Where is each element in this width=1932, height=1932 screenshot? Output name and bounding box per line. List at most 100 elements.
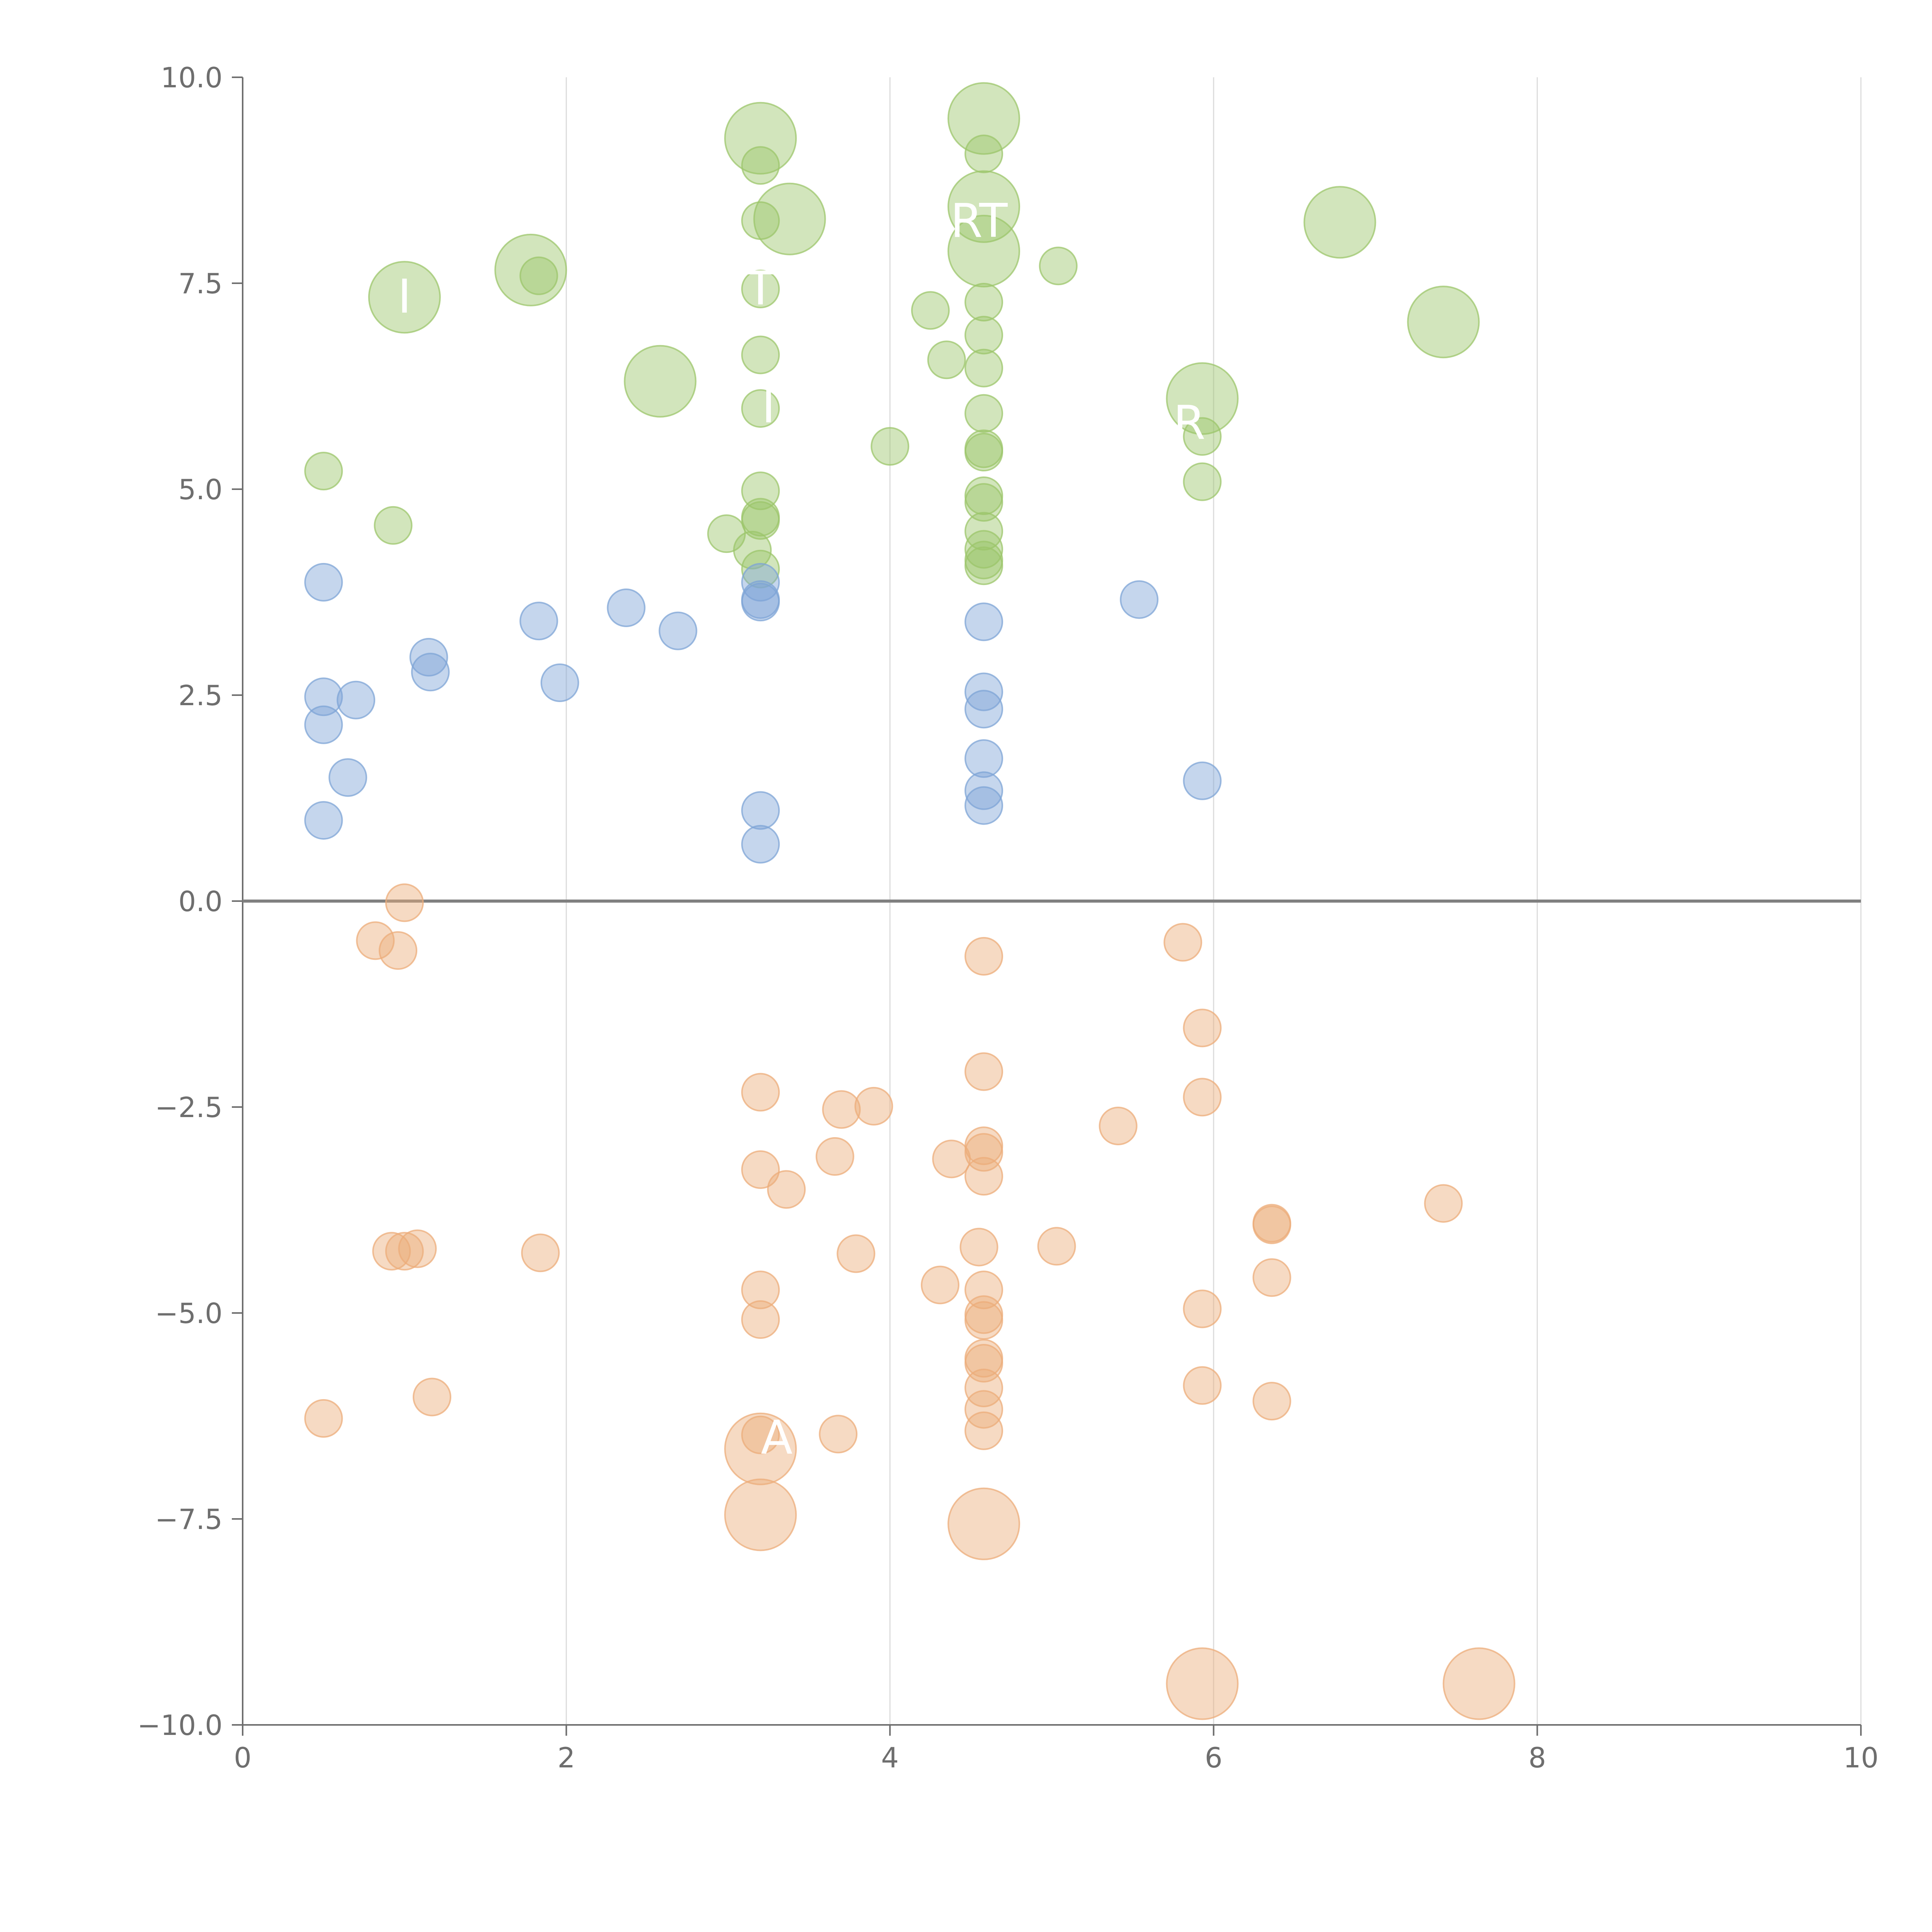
- orange-point-7: [412, 1378, 451, 1417]
- orange-point-20: [837, 1234, 876, 1273]
- orange-point-28: [964, 1157, 1003, 1196]
- green-point-27: [964, 316, 1003, 355]
- green-point-22: [947, 82, 1020, 155]
- orange-point-24: [964, 937, 1003, 976]
- green-point-37: [964, 546, 1003, 585]
- blue-point-1: [304, 677, 343, 716]
- green-point-17: [733, 531, 772, 570]
- y-tick-label-5: −2.5: [155, 1091, 223, 1124]
- y-tick-label-4: 0.0: [178, 885, 223, 918]
- orange-point-8: [521, 1233, 560, 1272]
- x-tick-label-1: 2: [558, 1742, 575, 1774]
- green-point-1: [374, 506, 413, 545]
- orange-point-14: [724, 1412, 797, 1485]
- green-point-25: [947, 214, 1020, 287]
- blue-point-0: [304, 563, 343, 602]
- orange-point-36: [964, 1411, 1003, 1450]
- green-point-31: [964, 433, 1003, 472]
- orange-point-11: [741, 1270, 780, 1310]
- orange-point-51: [1424, 1184, 1463, 1223]
- y-tick-label-0: 10.0: [161, 61, 223, 94]
- y-tick-label-3: 2.5: [178, 679, 223, 712]
- y-tick-label-8: −10.0: [137, 1709, 223, 1742]
- blue-point-20: [964, 739, 1003, 778]
- orange-point-42: [1183, 1009, 1222, 1048]
- green-point-28: [964, 349, 1003, 388]
- blue-point-16: [741, 825, 780, 864]
- point-annotation-2: T: [746, 262, 775, 316]
- green-point-11: [741, 335, 780, 374]
- green-point-7: [724, 102, 797, 175]
- orange-point-27: [964, 1133, 1003, 1172]
- green-point-0: [304, 452, 343, 491]
- blue-point-6: [409, 638, 448, 677]
- green-point-41: [1183, 462, 1222, 501]
- blue-point-2: [304, 705, 343, 744]
- data-points: [304, 82, 1515, 1720]
- point-annotation-4: R: [1173, 396, 1205, 450]
- orange-point-3: [304, 1399, 343, 1438]
- orange-point-40: [1099, 1107, 1138, 1146]
- green-point-29: [964, 394, 1003, 433]
- x-tick-label-2: 4: [881, 1742, 899, 1774]
- green-point-43: [1407, 286, 1480, 359]
- green-point-26: [964, 283, 1003, 322]
- orange-point-9: [741, 1073, 780, 1112]
- point-annotation-0: I: [398, 270, 411, 324]
- orange-point-18: [819, 1415, 858, 1454]
- orange-point-12: [741, 1300, 780, 1339]
- x-tick-label-5: 10: [1843, 1742, 1879, 1774]
- orange-point-35: [964, 1390, 1003, 1429]
- point-annotation-1: RT: [951, 194, 1008, 248]
- orange-point-39: [1037, 1227, 1076, 1266]
- orange-point-23: [932, 1139, 971, 1179]
- blue-point-18: [964, 672, 1003, 711]
- blue-point-23: [1120, 580, 1159, 619]
- orange-point-45: [1183, 1366, 1222, 1405]
- x-tick-label-3: 6: [1205, 1742, 1223, 1774]
- orange-point-52: [1442, 1647, 1515, 1720]
- x-tick-label-0: 0: [234, 1742, 252, 1774]
- blue-point-7: [411, 653, 450, 692]
- point-annotations: I RT T I R AR: [398, 194, 1206, 1465]
- orange-point-43: [1183, 1078, 1222, 1117]
- orange-point-34: [964, 1369, 1003, 1408]
- blue-point-8: [519, 602, 558, 641]
- orange-point-38: [959, 1228, 998, 1267]
- orange-point-41: [1163, 923, 1202, 962]
- blue-point-19: [964, 690, 1003, 729]
- point-annotation-3: I: [762, 380, 775, 434]
- blue-point-9: [540, 663, 579, 702]
- orange-point-13: [741, 1415, 780, 1454]
- blue-point-5: [337, 680, 376, 719]
- orange-point-49: [1252, 1258, 1291, 1297]
- point-annotation-5: AR: [761, 1411, 825, 1465]
- green-point-16: [741, 549, 780, 588]
- orange-point-10: [741, 1150, 780, 1189]
- green-point-18: [753, 182, 826, 255]
- orange-point-16: [767, 1170, 806, 1209]
- blue-point-17: [964, 602, 1003, 641]
- green-point-15: [741, 501, 780, 540]
- green-point-40: [1183, 417, 1222, 456]
- orange-point-17: [815, 1137, 854, 1176]
- x-tick-label-4: 8: [1528, 1742, 1546, 1774]
- blue-point-15: [741, 791, 780, 830]
- green-point-23: [964, 134, 1003, 173]
- y-tick-label-7: −7.5: [155, 1503, 223, 1536]
- green-point-2: [368, 261, 441, 334]
- green-point-20: [911, 291, 950, 330]
- green-point-35: [964, 530, 1003, 569]
- blue-point-4: [328, 758, 367, 797]
- green-point-19: [871, 427, 910, 466]
- orange-point-21: [854, 1087, 893, 1126]
- green-point-33: [964, 483, 1003, 522]
- orange-point-2: [379, 931, 418, 970]
- green-point-5: [624, 345, 697, 418]
- orange-point-30: [964, 1295, 1003, 1334]
- axes: 0 2 4 6 8 10 10.0 7.5 5.0 2.5 0.0 −2.5 −5.0 −7.5 −10.0: [137, 61, 1878, 1774]
- orange-point-48: [1252, 1205, 1291, 1244]
- orange-point-0: [385, 883, 424, 922]
- blue-point-11: [658, 611, 697, 650]
